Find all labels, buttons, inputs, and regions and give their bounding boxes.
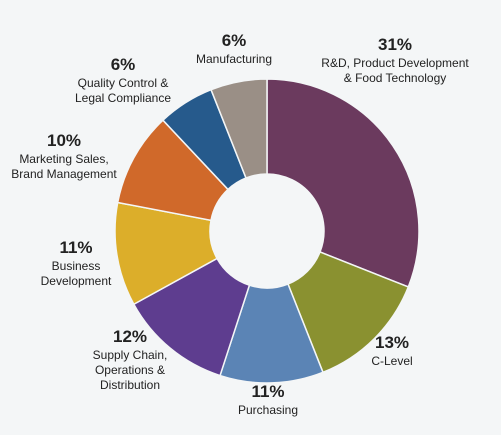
category-label: Quality Control & Legal Compliance [75,76,171,105]
category-label: Business Development [41,259,112,288]
donut-slice [132,257,251,377]
value-label: 6% [222,31,247,50]
category-label: R&D, Product Development & Food Technolog… [321,56,469,85]
value-label: 31% [378,35,412,54]
category-label: Marketing Sales, Brand Management [11,152,117,181]
category-label: Manufacturing [196,52,272,66]
category-label: C-Level [371,354,412,368]
value-label: 6% [111,55,136,74]
value-label: 11% [251,382,284,401]
donut-slice [266,78,420,288]
donut-slice [287,251,410,374]
category-label: Supply Chain, Operations & Distribution [93,348,168,392]
value-label: 12% [113,327,147,346]
value-label: 10% [47,131,81,150]
value-label: 13% [375,333,409,352]
category-label: Purchasing [238,403,298,417]
donut-slice [210,78,268,179]
value-label: 11% [59,238,92,257]
